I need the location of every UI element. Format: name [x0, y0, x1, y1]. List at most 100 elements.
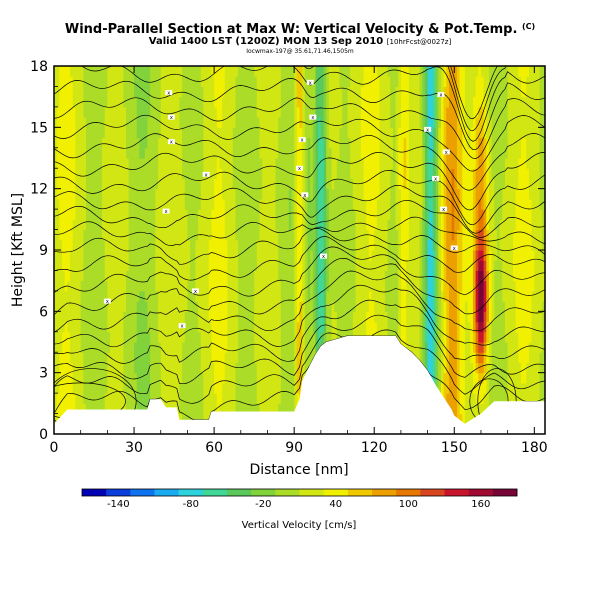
- velocity-cell: [96, 178, 100, 190]
- velocity-cell: [86, 86, 90, 98]
- velocity-cell: [238, 403, 242, 415]
- velocity-cell: [360, 76, 365, 88]
- velocity-cell: [96, 188, 100, 200]
- velocity-cell: [416, 117, 421, 128]
- velocity-cell: [286, 290, 290, 302]
- velocity-cell: [320, 127, 325, 139]
- velocity-cell: [331, 147, 335, 159]
- velocity-cell: [387, 158, 391, 169]
- velocity-cell: [243, 301, 247, 312]
- velocity-cell: [192, 147, 197, 159]
- velocity-cell: [363, 260, 367, 272]
- velocity-cell: [419, 117, 423, 128]
- velocity-cell: [99, 117, 103, 128]
- velocity-cell: [216, 382, 221, 394]
- velocity-cell: [200, 198, 205, 210]
- velocity-cell: [240, 321, 245, 333]
- velocity-cell: [56, 219, 60, 231]
- velocity-cell: [200, 188, 205, 200]
- velocity-cell: [206, 260, 210, 272]
- velocity-cell: [126, 372, 130, 384]
- velocity-cell: [192, 178, 197, 190]
- velocity-cell: [150, 158, 154, 169]
- velocity-cell: [312, 331, 317, 343]
- velocity-cell: [142, 147, 146, 159]
- velocity-cell: [64, 219, 68, 231]
- velocity-cell: [99, 66, 103, 77]
- velocity-cell: [406, 311, 410, 323]
- velocity-cell: [72, 86, 76, 98]
- velocity-cell: [118, 290, 122, 302]
- velocity-cell: [112, 106, 116, 118]
- velocity-cell: [302, 158, 306, 169]
- velocity-cell: [222, 198, 226, 210]
- velocity-cell: [144, 301, 148, 312]
- velocity-cell: [83, 219, 87, 231]
- velocity-cell: [112, 352, 116, 364]
- velocity-cell: [88, 403, 92, 415]
- velocity-cell: [278, 311, 282, 323]
- velocity-cell: [318, 229, 322, 241]
- velocity-cell: [275, 76, 279, 88]
- velocity-cell: [78, 96, 82, 108]
- velocity-cell: [230, 66, 234, 77]
- velocity-cell: [75, 393, 79, 404]
- velocity-cell: [406, 117, 410, 128]
- velocity-cell: [123, 117, 127, 128]
- velocity-cell: [243, 362, 247, 374]
- velocity-cell: [312, 229, 317, 241]
- velocity-cell: [75, 96, 79, 108]
- velocity-cell: [163, 158, 167, 169]
- velocity-cell: [219, 198, 223, 210]
- velocity-cell: [344, 117, 349, 128]
- velocity-cell: [152, 137, 156, 149]
- velocity-cell: [264, 260, 269, 272]
- velocity-cell: [102, 66, 106, 77]
- velocity-cell: [224, 188, 229, 200]
- velocity-cell: [358, 250, 362, 261]
- velocity-cell: [99, 239, 103, 251]
- velocity-cell: [246, 393, 250, 404]
- velocity-cell: [222, 301, 226, 312]
- velocity-cell: [208, 117, 213, 128]
- velocity-cell: [171, 178, 175, 190]
- velocity-cell: [128, 270, 132, 282]
- velocity-cell: [291, 137, 295, 149]
- velocity-cell: [203, 96, 207, 108]
- velocity-cell: [139, 239, 143, 251]
- velocity-cell: [72, 158, 76, 169]
- velocity-cell: [291, 301, 295, 312]
- velocity-cell: [232, 66, 237, 77]
- velocity-cell: [179, 393, 183, 404]
- velocity-cell: [376, 178, 381, 190]
- velocity-cell: [323, 188, 327, 200]
- velocity-cell: [291, 168, 295, 180]
- velocity-cell: [115, 209, 119, 220]
- velocity-cell: [374, 250, 378, 261]
- velocity-cell: [344, 311, 349, 323]
- velocity-cell: [344, 188, 349, 200]
- velocity-cell: [94, 260, 98, 272]
- velocity-cell: [75, 209, 79, 220]
- velocity-cell: [128, 393, 132, 404]
- velocity-cell: [350, 280, 354, 292]
- velocity-cell: [128, 321, 132, 333]
- velocity-cell: [294, 188, 298, 200]
- velocity-cell: [227, 362, 231, 374]
- velocity-cell: [227, 198, 231, 210]
- velocity-cell: [56, 342, 60, 353]
- velocity-cell: [131, 301, 135, 312]
- velocity-cell: [240, 96, 245, 108]
- velocity-cell: [387, 301, 391, 312]
- velocity-cell: [304, 290, 309, 302]
- velocity-cell: [67, 188, 71, 200]
- velocity-cell: [147, 76, 151, 88]
- velocity-cell: [403, 198, 407, 210]
- velocity-cell: [411, 229, 415, 241]
- velocity-cell: [251, 188, 255, 200]
- velocity-cell: [302, 270, 306, 282]
- velocity-cell: [331, 86, 335, 98]
- velocity-cell: [171, 290, 175, 302]
- velocity-cell: [422, 219, 426, 231]
- velocity-cell: [414, 168, 418, 180]
